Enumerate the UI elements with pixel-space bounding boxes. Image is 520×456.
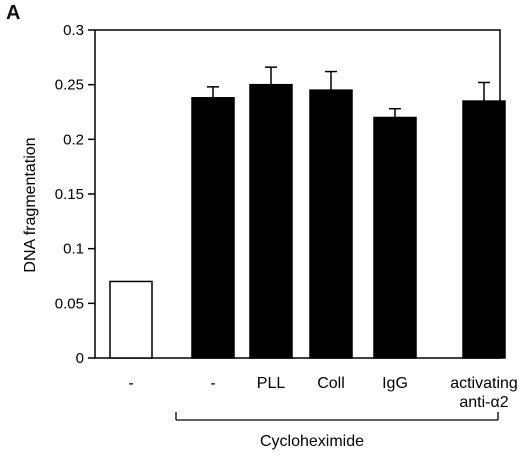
y-axis: 0 0.05 0.1 0.15 0.2 0.25 0.3 xyxy=(55,22,95,367)
bar xyxy=(373,116,417,359)
x-tick-label: Coll xyxy=(317,375,345,392)
y-tick-label: 0.25 xyxy=(55,77,84,94)
plot-frame-box xyxy=(94,29,501,359)
y-tick-label: 0.1 xyxy=(63,241,84,258)
group-label: Cycloheximide xyxy=(260,433,364,450)
panel-label: A xyxy=(6,2,21,24)
bar xyxy=(191,97,235,359)
y-tick-label: 0.2 xyxy=(63,131,84,148)
y-tick-label: 0.05 xyxy=(55,295,84,312)
x-axis-labels: - - PLL Coll IgG activating anti-α2 xyxy=(128,375,517,411)
y-axis-title: DNA fragmentation xyxy=(22,137,39,272)
bars xyxy=(109,66,506,359)
bar xyxy=(309,89,353,359)
bar xyxy=(249,83,293,359)
x-tick-label: IgG xyxy=(382,375,408,392)
group-bracket xyxy=(175,412,499,421)
plot-frame xyxy=(94,29,501,359)
y-tick-label: 0.3 xyxy=(63,22,84,39)
y-tick-label: 0 xyxy=(76,350,84,367)
x-tick-label: activating xyxy=(450,375,518,392)
x-tick-label: PLL xyxy=(257,375,286,392)
bar xyxy=(462,100,506,359)
x-tick-label: anti-α2 xyxy=(459,394,508,411)
x-tick-label: - xyxy=(128,375,133,392)
y-tick-label: 0.15 xyxy=(55,186,84,203)
bar xyxy=(109,280,153,359)
x-tick-label: - xyxy=(210,375,215,392)
